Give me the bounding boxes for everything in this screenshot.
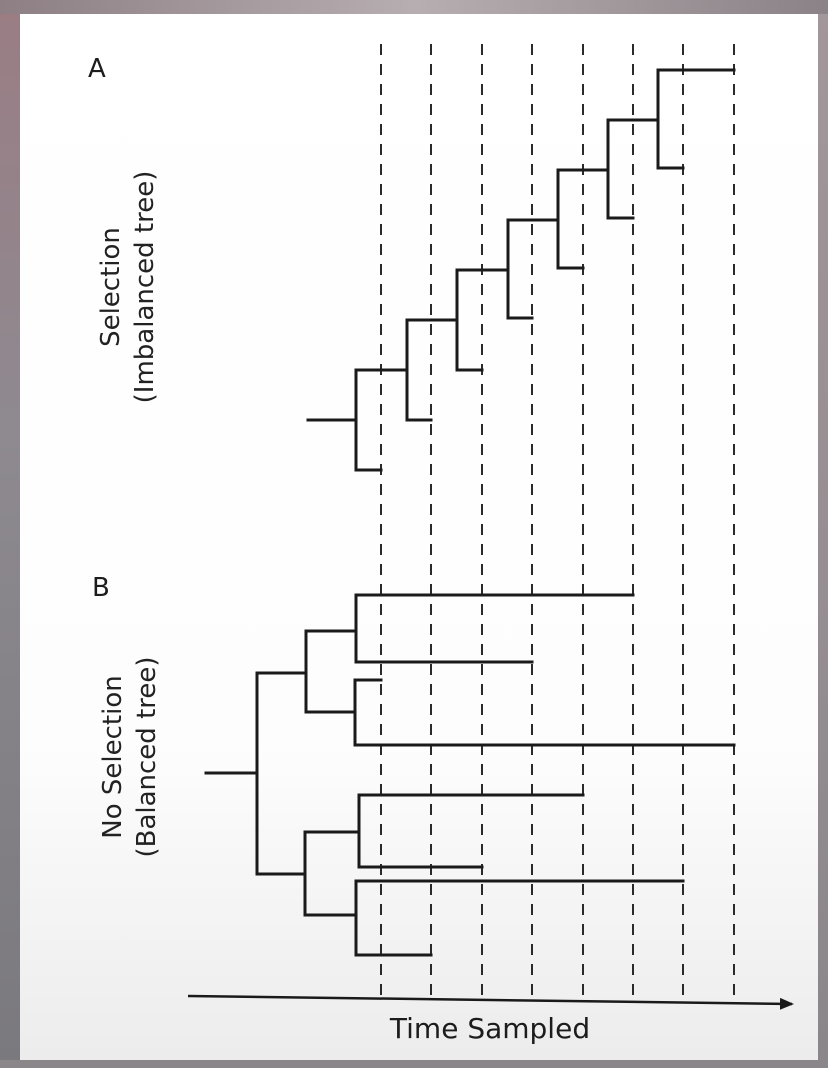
- panel-b-letter: B: [92, 573, 110, 603]
- panel-a-label-line2: (Imbalanced tree): [130, 170, 160, 404]
- figure-panel: [20, 14, 818, 1060]
- time-axis-arrow: [187, 994, 794, 1010]
- frame-left-edge: [0, 0, 20, 1068]
- panel-b-label-line2: (Balanced tree): [132, 656, 162, 858]
- panel-a-letter: A: [88, 54, 106, 84]
- balanced-tree: [204, 593, 736, 957]
- frame-right-edge: [818, 0, 828, 1068]
- imbalanced-tree: [306, 68, 736, 472]
- panel-a-label-line1: Selection: [96, 227, 126, 347]
- panel-b-label: No Selection (Balanced tree): [96, 617, 164, 897]
- frame-bottom-edge: [0, 1060, 828, 1068]
- panel-b-label-line1: No Selection: [98, 675, 128, 839]
- time-axis-label: Time Sampled: [389, 1012, 591, 1045]
- frame-top-edge: [0, 0, 828, 14]
- panel-a-label: Selection (Imbalanced tree): [94, 147, 162, 427]
